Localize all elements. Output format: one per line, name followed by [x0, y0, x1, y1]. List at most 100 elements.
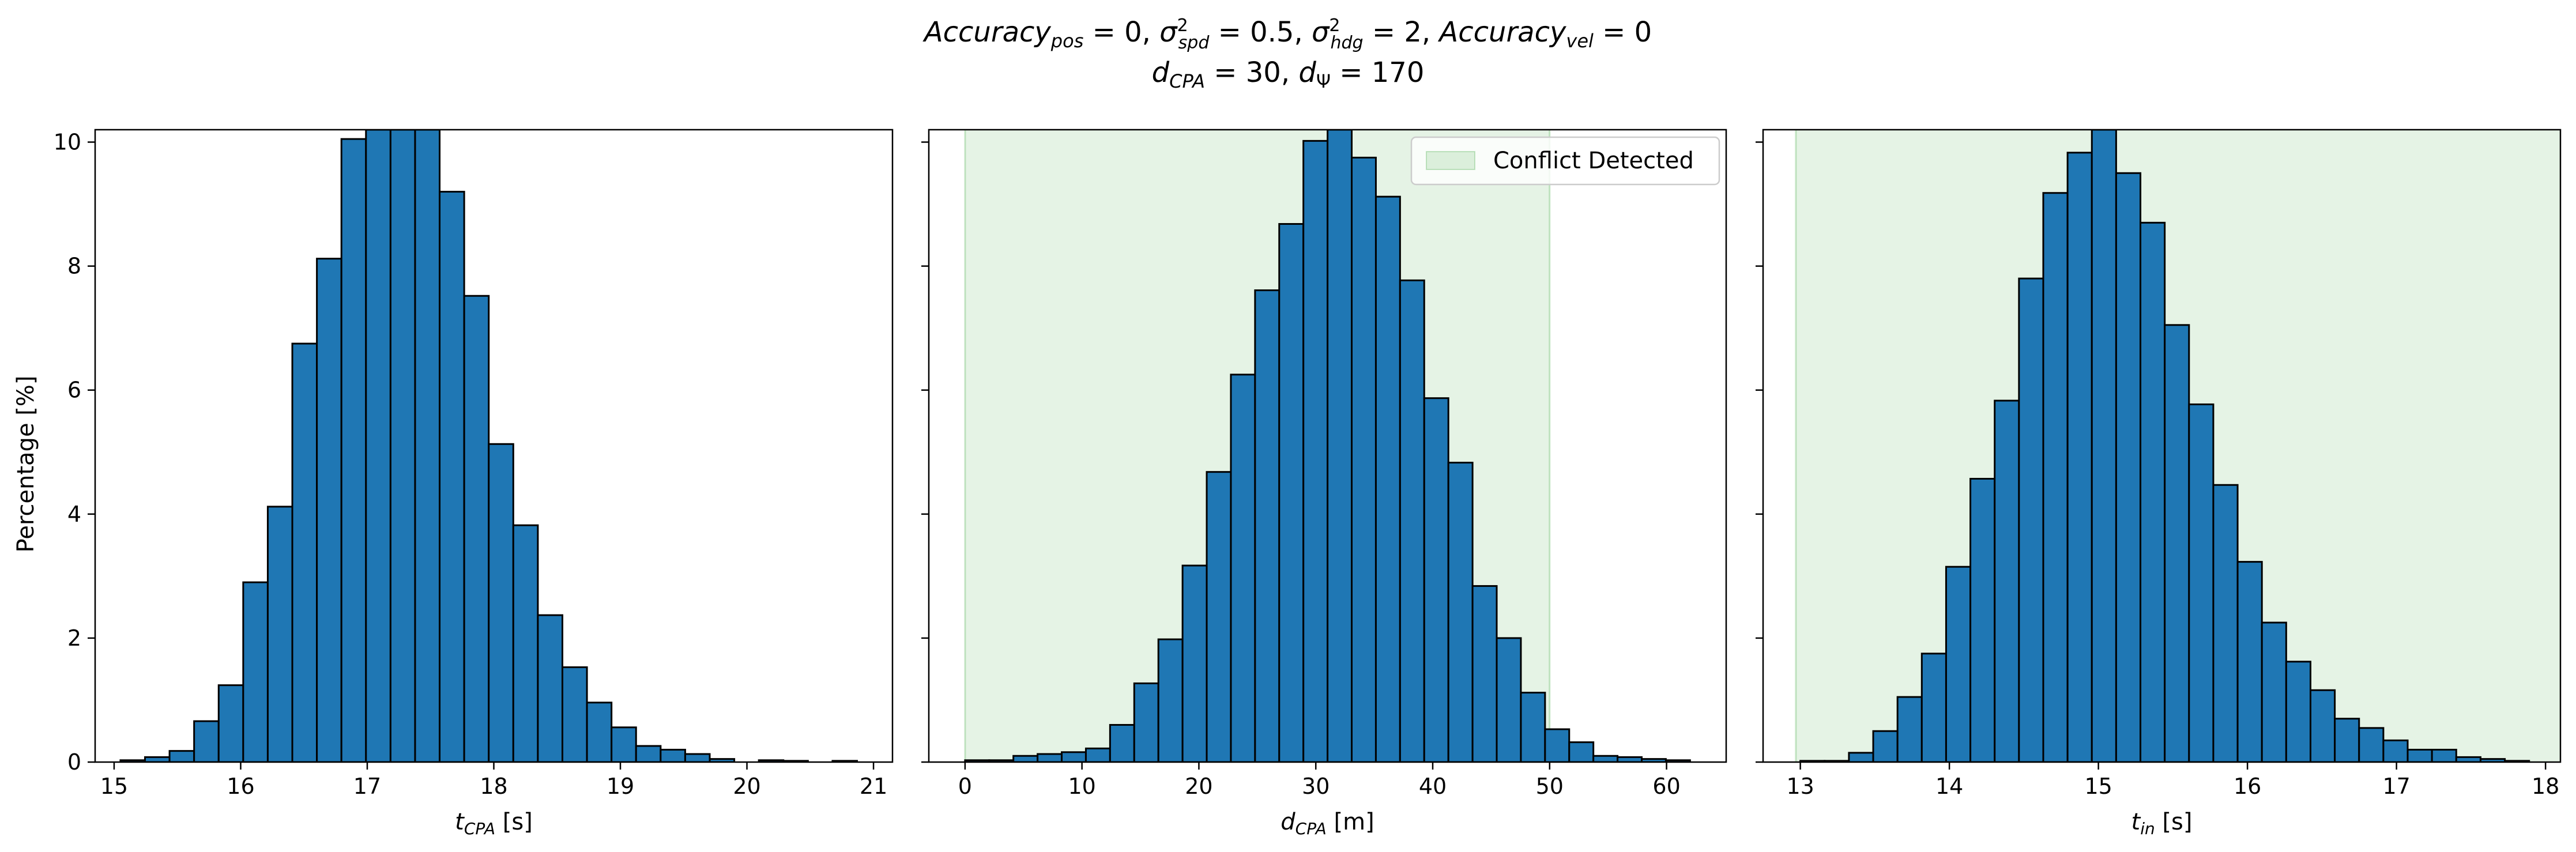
histogram-bar: [1061, 751, 1087, 762]
chart-panels: 15 16 17 18 19 20 21 0 2 4 6 8 10 tCPA [s] 0 10 20 30 40 50…: [54, 129, 2562, 838]
x-tick-label: 13: [1786, 774, 1814, 799]
histogram-bar: [2309, 689, 2336, 762]
y-tick-label: 6: [67, 378, 81, 403]
histogram-bar: [2018, 277, 2044, 762]
x-axis-label: tin [s]: [2131, 809, 2193, 838]
x-tick-label: 15: [2084, 774, 2112, 799]
histogram-bar: [1351, 156, 1377, 762]
histogram-bar: [1084, 747, 1111, 762]
histogram-bar: [1544, 728, 1571, 762]
histogram-bar: [2358, 727, 2385, 762]
x-tick-label: 21: [860, 774, 887, 799]
histogram-bar: [242, 581, 269, 762]
histogram-bar: [389, 130, 416, 762]
histogram-bar: [2236, 561, 2263, 762]
x-tick-label: 16: [227, 774, 254, 799]
histogram-bar: [1037, 753, 1063, 762]
x-tick-label: 10: [1068, 774, 1095, 799]
x-tick-label: 0: [958, 774, 972, 799]
x-tick-label: 17: [2382, 774, 2410, 799]
histogram-bar: [217, 684, 244, 762]
histogram-bar: [2334, 718, 2360, 762]
chart-panel-2: 0 10 20 30 40 50 60 dCPA [m] Conflict Detected: [921, 129, 1727, 838]
x-tick-label: 60: [1652, 774, 1680, 799]
legend-swatch: [1426, 151, 1475, 170]
histogram-bar: [2406, 748, 2433, 762]
y-tick-label: 4: [67, 502, 81, 527]
histogram-bar: [2261, 621, 2287, 762]
chart-panel-1: 15 16 17 18 19 20 21 0 2 4 6 8 10 tCPA [s]: [54, 129, 894, 838]
histogram-bar: [2212, 484, 2239, 762]
x-tick-label: 17: [353, 774, 381, 799]
histogram-bar: [2431, 748, 2457, 762]
histogram-bar: [1872, 730, 1899, 762]
histogram-bar: [1945, 566, 1972, 762]
y-tick-label: 10: [54, 130, 81, 155]
histogram-bar: [2091, 130, 2117, 762]
histogram-bar: [2455, 756, 2481, 762]
y-tick-label: 2: [67, 625, 81, 651]
histogram-bar: [414, 130, 441, 762]
histogram-bar: [1520, 692, 1546, 762]
chart-title-line1: Accuracypos = 0, σ2 spd = 0.5, σ2 hdg = 2,…: [922, 16, 1652, 53]
histogram-bar: [1374, 195, 1401, 762]
x-tick-label: 16: [2234, 774, 2261, 799]
x-axis-label: tCPA [s]: [455, 809, 533, 838]
histogram-bar: [2164, 324, 2190, 762]
histogram-bar: [1896, 696, 1923, 762]
histogram-bar: [488, 443, 514, 762]
x-tick-label: 20: [733, 774, 760, 799]
histogram-bar: [709, 758, 736, 762]
histogram-bar: [365, 130, 391, 762]
histogram-bar: [2066, 152, 2093, 762]
histogram-bar: [1109, 723, 1135, 762]
histogram-bar: [1994, 399, 2020, 762]
histogram-bar: [2285, 661, 2311, 762]
legend-box: [1410, 136, 1720, 186]
histogram-bar: [1568, 741, 1595, 762]
x-tick-label: 15: [100, 774, 128, 799]
x-tick-label: 50: [1536, 774, 1564, 799]
histogram-bar: [1592, 755, 1619, 762]
histogram-bar: [1664, 759, 1691, 762]
x-tick-label: 30: [1302, 774, 1330, 799]
histogram-bar: [1254, 289, 1281, 762]
histogram-bar: [2115, 172, 2142, 762]
histogram-bar: [316, 258, 342, 762]
histogram-bar: [684, 753, 711, 762]
legend: Conflict Detected: [1410, 136, 1720, 186]
histogram-bar: [266, 506, 293, 762]
histogram-bar: [1920, 653, 1947, 762]
x-tick-label: 18: [480, 774, 507, 799]
histogram-bar: [1471, 585, 1498, 762]
y-axis-label: Percentage [%]: [13, 376, 39, 553]
axes-frame: [1762, 129, 2562, 763]
histogram-bar: [1012, 755, 1039, 762]
bars: [119, 130, 858, 762]
histogram-bar: [1302, 140, 1329, 762]
x-tick-label: 20: [1185, 774, 1212, 799]
histogram-bar: [2042, 192, 2069, 762]
bars: [964, 130, 1691, 762]
histogram-bar: [1617, 756, 1643, 762]
histogram-bar: [2188, 403, 2215, 762]
histogram-bar: [1206, 471, 1232, 762]
axes-frame: [928, 129, 1727, 763]
histogram-bar: [1157, 638, 1184, 762]
histogram-bar: [340, 138, 367, 762]
histogram-bar: [1496, 637, 1522, 762]
y-tick-label: 8: [67, 254, 81, 279]
x-tick-label: 40: [1419, 774, 1447, 799]
legend-label: Conflict Detected: [1493, 148, 1694, 174]
histogram-bar: [144, 756, 171, 762]
histogram-bar: [1399, 279, 1425, 762]
histogram-bar: [561, 666, 588, 762]
histogram-bar: [586, 702, 613, 762]
histogram-bar: [537, 614, 563, 762]
histogram-bar: [463, 295, 490, 762]
histogram-bar: [1848, 752, 1874, 762]
histogram-bar: [1447, 462, 1474, 762]
histogram-bar: [2382, 739, 2409, 762]
chart-title-line2: dCPA = 30, dΨ = 170: [1152, 56, 1425, 92]
